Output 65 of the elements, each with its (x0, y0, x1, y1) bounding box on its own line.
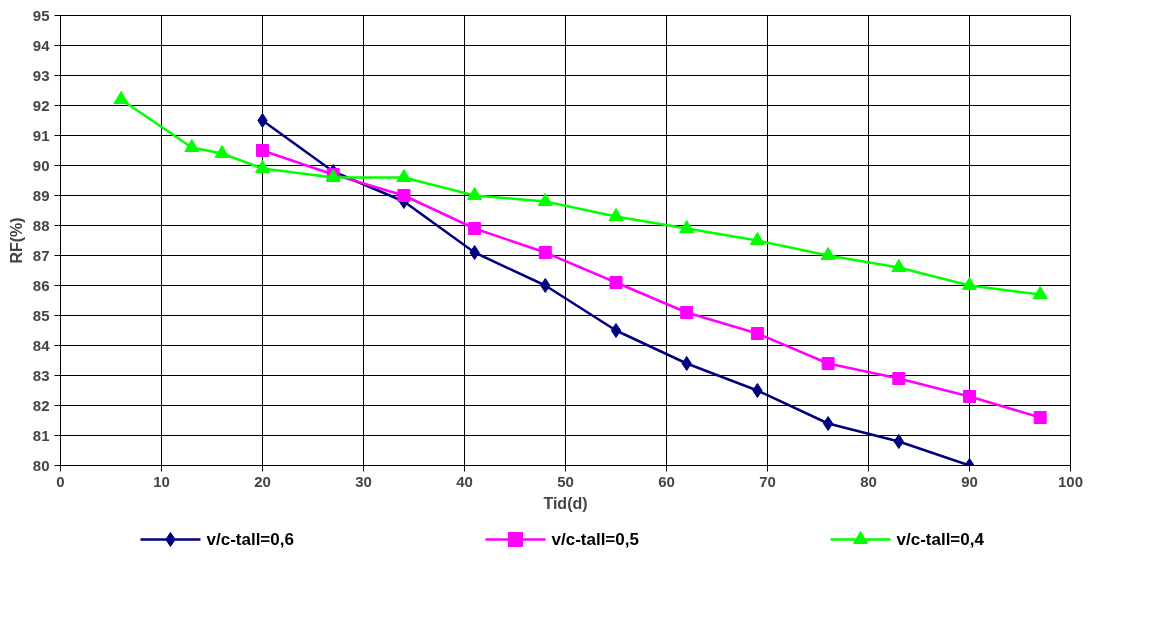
point (821, 357, 835, 370)
x-tick-label: 70 (759, 472, 776, 490)
x-axis-title: Tid(d) (543, 494, 588, 512)
y-axis-title: RF(%) (7, 217, 25, 264)
y-tick-label: 95 (32, 6, 50, 24)
point (537, 192, 553, 207)
y-tick-label: 85 (32, 306, 50, 324)
point (820, 246, 836, 261)
x-tick-label: 10 (153, 472, 170, 490)
y-tick-label: 89 (32, 186, 50, 204)
y-tick-label: 88 (32, 216, 50, 234)
point (749, 231, 765, 246)
point (752, 383, 763, 398)
point (609, 276, 623, 289)
legend-label: v/c-tall=0,5 (551, 530, 639, 549)
x-tick-label: 100 (1057, 472, 1084, 490)
x-tick-label: 50 (557, 472, 574, 490)
y-tick-label: 92 (32, 96, 50, 114)
point (469, 245, 480, 260)
x-tick-label: 60 (658, 472, 675, 490)
point (892, 372, 906, 385)
point (1033, 411, 1047, 424)
y-tick-label: 84 (32, 336, 51, 354)
x-tick-label: 90 (961, 472, 978, 490)
x-tick-label: 20 (254, 472, 271, 490)
y-tick-label: 86 (32, 276, 50, 294)
point (750, 327, 764, 340)
point (256, 144, 269, 157)
point (681, 356, 692, 371)
point (891, 258, 907, 273)
legend-label: v/c-tall=0,6 (206, 530, 294, 549)
y-tick-label: 82 (32, 396, 50, 414)
y-tick-label: 87 (32, 246, 50, 264)
point (214, 144, 230, 159)
point (893, 434, 904, 449)
point (680, 306, 694, 319)
y-tick-label: 83 (32, 366, 50, 384)
point (184, 138, 200, 153)
point (540, 278, 551, 293)
point (538, 246, 552, 259)
x-tick-label: 0 (56, 472, 65, 490)
point (468, 222, 482, 235)
x-tick-label: 40 (456, 472, 473, 490)
point (679, 219, 695, 234)
y-tick-label: 81 (32, 426, 50, 444)
point (467, 186, 483, 201)
point (610, 323, 622, 338)
point (822, 416, 834, 431)
point (397, 189, 411, 202)
y-tick-label: 90 (32, 156, 50, 174)
x-tick-label: 30 (355, 472, 372, 490)
point (1032, 285, 1048, 300)
y-tick-label: 91 (32, 126, 50, 144)
point (255, 159, 270, 174)
point (962, 276, 977, 291)
y-tick-label: 80 (32, 456, 50, 474)
legend-label: v/c-tall=0,4 (896, 530, 985, 549)
point (963, 390, 976, 403)
point (113, 90, 129, 105)
y-tick-label: 94 (32, 36, 51, 54)
point (396, 168, 412, 183)
y-tick-label: 93 (32, 66, 50, 84)
x-tick-label: 80 (860, 472, 877, 490)
point (257, 113, 268, 128)
point (608, 207, 624, 222)
